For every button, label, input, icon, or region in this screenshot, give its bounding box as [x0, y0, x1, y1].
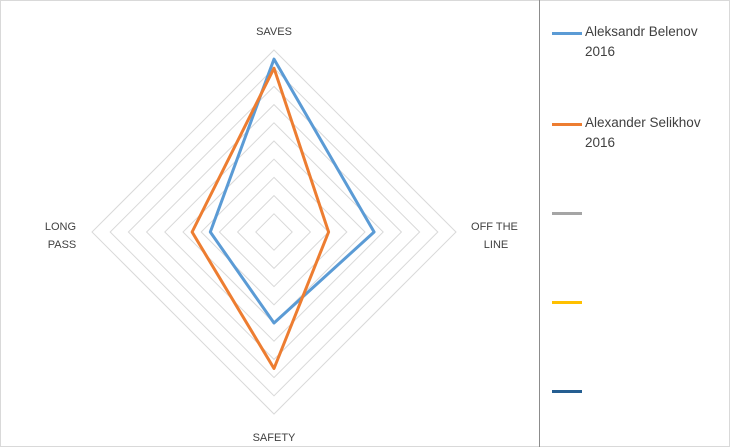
- series-line-1: [208, 57, 376, 325]
- axis-label-saves: SAVES: [256, 26, 292, 38]
- legend-divider: [539, 0, 540, 447]
- grid-ring-1: [255, 213, 293, 251]
- grid-ring-3: [218, 176, 330, 288]
- axis-label-long-pass: LONG PASS: [45, 221, 79, 251]
- grid-ring-10: [91, 49, 457, 415]
- radar-grid: [91, 49, 457, 415]
- legend-line-series-3: [552, 212, 582, 215]
- series-line-2: [190, 66, 331, 370]
- axis-label-safety: SAFETY: [253, 432, 296, 444]
- grid-ring-4: [200, 158, 348, 306]
- legend-line-selikhov: [552, 123, 582, 126]
- grid-ring-6: [164, 122, 384, 342]
- grid-ring-2: [236, 194, 312, 270]
- radar-series: [190, 57, 376, 370]
- axis-labels: SAVES OFF THE LINE SAFETY LONG PASS: [45, 26, 521, 444]
- legend-label-belenov: Aleksandr Belenov 2016: [585, 24, 698, 59]
- axis-label-off-the-line: OFF THE LINE: [471, 221, 521, 251]
- grid-ring-8: [127, 85, 421, 379]
- legend-line-series-5: [552, 390, 582, 393]
- grid-ring-7: [145, 103, 403, 361]
- legend-line-series-4: [552, 301, 582, 304]
- grid-ring-9: [109, 67, 439, 397]
- radar-plot: SAVES OFF THE LINE SAFETY LONG PASS: [45, 26, 521, 444]
- legend-label-selikhov: Alexander Selikhov 2016: [585, 115, 701, 150]
- legend-line-belenov: [552, 32, 582, 35]
